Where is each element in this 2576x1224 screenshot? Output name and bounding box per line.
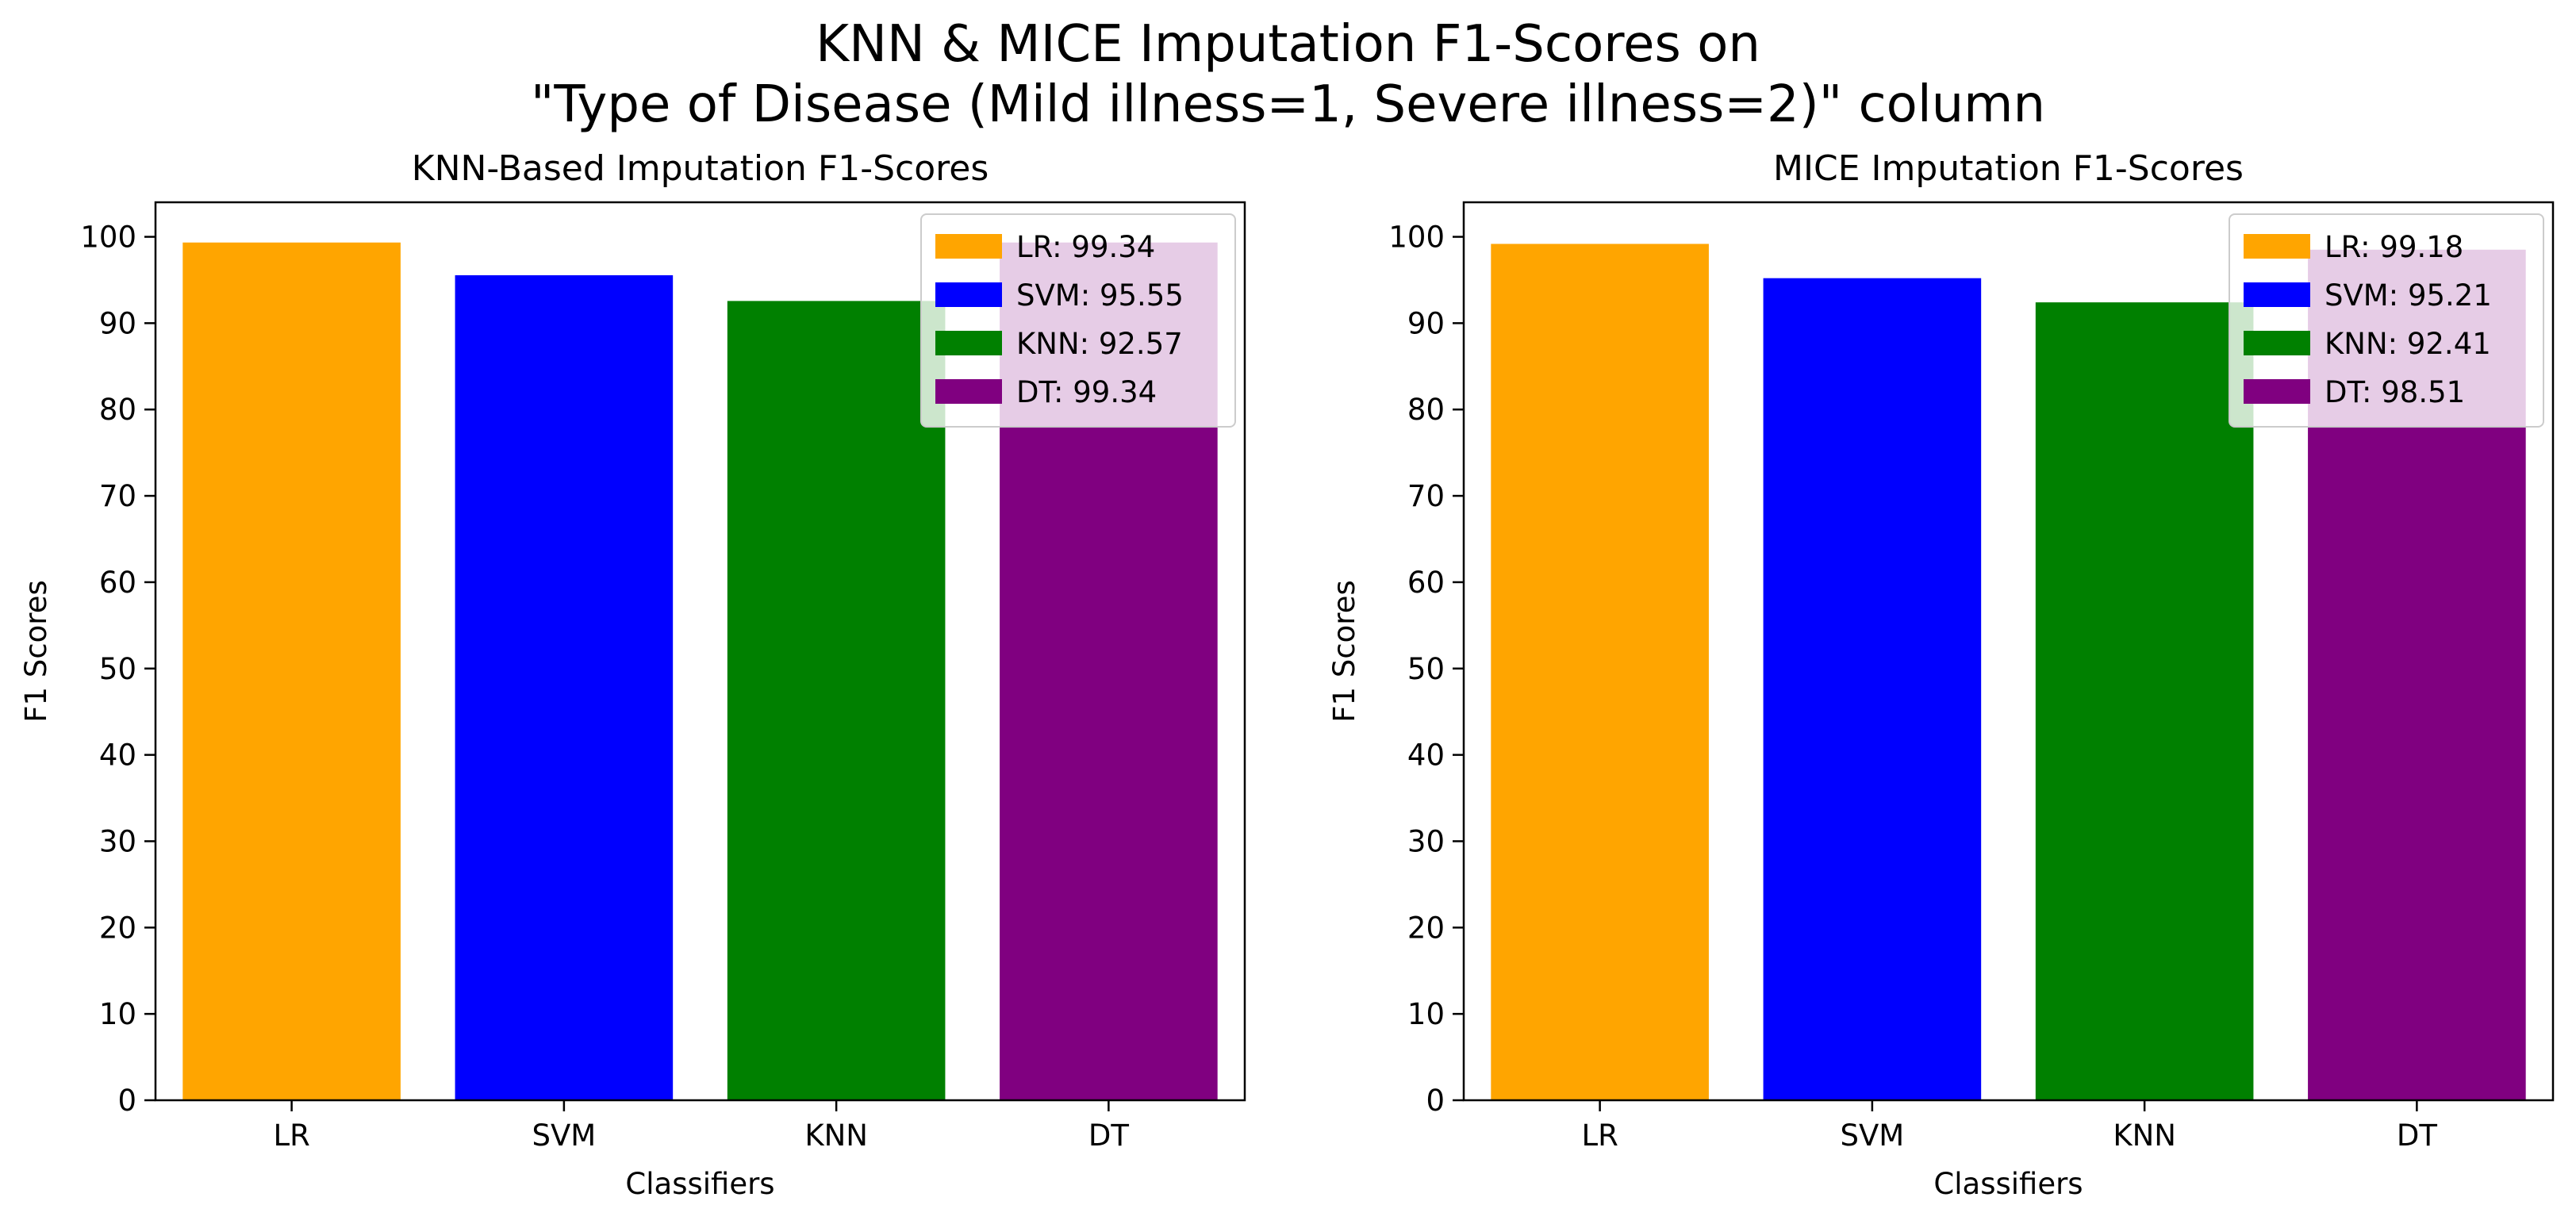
figure-title-line-1: KNN & MICE Imputation F1-Scores on bbox=[816, 15, 1760, 74]
y-tick-label: 10 bbox=[99, 997, 136, 1031]
figure-title: KNN & MICE Imputation F1-Scores on "Type… bbox=[0, 14, 2576, 135]
x-tick-label: DT bbox=[1088, 1118, 1129, 1153]
legend-label-lr: LR: 99.34 bbox=[1016, 230, 1155, 264]
y-tick-label: 30 bbox=[99, 824, 136, 858]
plot-frame bbox=[154, 201, 1246, 1102]
y-tick-label: 40 bbox=[1407, 739, 1445, 773]
y-tick-label: 30 bbox=[1407, 824, 1445, 858]
mice-imputation-chart: 0 10 20 30 40 50 60 70 80 90 100 LR SVM KNN DT MICE Imp… bbox=[1327, 148, 2555, 1201]
bar-knn bbox=[2035, 302, 2254, 1100]
chart-title: KNN-Based Imputation F1-Scores bbox=[412, 148, 989, 189]
y-tick-label: 80 bbox=[99, 393, 136, 427]
bar-svm bbox=[455, 274, 674, 1101]
y-tick-label: 90 bbox=[1407, 306, 1445, 340]
y-tick-label: 50 bbox=[1407, 652, 1445, 686]
chart-title: MICE Imputation F1-Scores bbox=[1773, 148, 2244, 189]
y-tick-label: 100 bbox=[80, 221, 136, 255]
y-tick-label: 40 bbox=[99, 739, 136, 773]
legend-label-knn: KNN: 92.41 bbox=[2325, 327, 2491, 361]
y-tick-label: 20 bbox=[1407, 911, 1445, 945]
legend-label-svm: SVM: 95.55 bbox=[1016, 278, 1184, 313]
legend-swatch-knn bbox=[935, 331, 1002, 355]
y-tick-label: 80 bbox=[1407, 393, 1445, 427]
figure-title-line-2: "Type of Disease (Mild illness=1, Severe… bbox=[530, 75, 2046, 134]
legend-label-lr: LR: 99.18 bbox=[2325, 230, 2463, 264]
legend-swatch-dt bbox=[2244, 379, 2310, 404]
legend-box bbox=[2229, 213, 2544, 428]
x-tick-label: LR bbox=[273, 1118, 309, 1153]
y-tick-label: 60 bbox=[99, 566, 136, 600]
x-tick-label: SVM bbox=[532, 1118, 597, 1153]
y-tick-label: 90 bbox=[99, 306, 136, 340]
bar-knn bbox=[727, 301, 946, 1101]
legend-swatch-knn bbox=[2244, 331, 2310, 355]
y-tick-label: 60 bbox=[1407, 566, 1445, 600]
y-tick-label: 0 bbox=[1426, 1084, 1445, 1118]
x-tick-label: SVM bbox=[1841, 1118, 1905, 1153]
x-axis-label: Classifiers bbox=[625, 1167, 774, 1201]
y-tick-label: 50 bbox=[99, 652, 136, 686]
plot-frame bbox=[1462, 201, 2555, 1102]
y-tick-label: 20 bbox=[99, 911, 136, 945]
y-tick-label: 100 bbox=[1388, 221, 1445, 255]
bar-svm bbox=[1763, 278, 1982, 1100]
legend-swatch-lr bbox=[2244, 234, 2310, 259]
legend-swatch-svm bbox=[2244, 282, 2310, 307]
x-tick-label: KNN bbox=[2113, 1118, 2176, 1153]
legend-label-svm: SVM: 95.21 bbox=[2325, 278, 2492, 313]
y-axis-label: F1 Scores bbox=[19, 580, 53, 723]
legend-swatch-svm bbox=[935, 282, 1002, 307]
x-tick-label: DT bbox=[2397, 1118, 2437, 1153]
legend-box bbox=[920, 213, 1236, 428]
x-tick-label: KNN bbox=[804, 1118, 868, 1153]
legend-label-dt: DT: 99.34 bbox=[1016, 375, 1157, 409]
y-tick-label: 70 bbox=[1407, 479, 1445, 513]
x-tick-label: LR bbox=[1581, 1118, 1618, 1153]
y-tick-label: 0 bbox=[117, 1084, 136, 1118]
legend-label-knn: KNN: 92.57 bbox=[1016, 327, 1183, 361]
bar-lr bbox=[1491, 244, 1709, 1100]
legend-swatch-dt bbox=[935, 379, 1002, 404]
x-axis-label: Classifiers bbox=[1933, 1167, 2083, 1201]
y-tick-label: 70 bbox=[99, 479, 136, 513]
y-axis-label: F1 Scores bbox=[1327, 580, 1361, 723]
legend-label-dt: DT: 98.51 bbox=[2325, 375, 2465, 409]
legend-swatch-lr bbox=[935, 234, 1002, 259]
bar-lr bbox=[182, 242, 401, 1101]
y-tick-label: 10 bbox=[1407, 997, 1445, 1031]
knn-imputation-chart: 0 10 20 30 40 50 60 70 80 90 100 LR SVM KNN DT KNN-Base… bbox=[19, 148, 1246, 1201]
